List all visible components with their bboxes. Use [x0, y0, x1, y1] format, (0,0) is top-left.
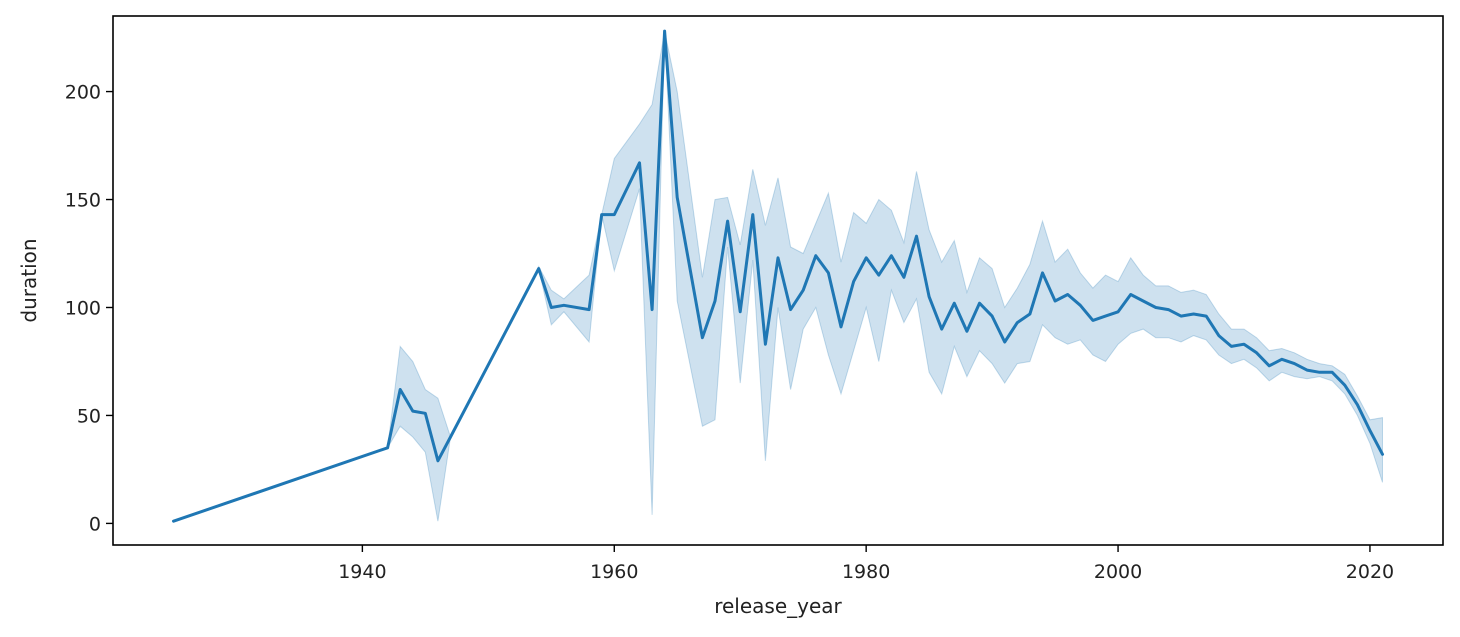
y-axis-label: duration [17, 238, 41, 322]
y-tick-label: 200 [65, 82, 101, 104]
x-tick-label: 1960 [590, 561, 638, 583]
x-tick-label: 1940 [338, 561, 386, 583]
series-line [172, 29, 1384, 523]
plot-frame [112, 15, 1444, 546]
y-tick-label: 50 [77, 405, 101, 427]
x-axis-ticks: 1940 1960 1980 2000 2020 [338, 545, 1394, 583]
x-tick-label: 2020 [1346, 561, 1394, 583]
confidence-band [173, 30, 1383, 522]
x-axis-label: release_year [714, 594, 842, 618]
x-tick-label: 1980 [842, 561, 890, 583]
x-tick-label: 2000 [1094, 561, 1142, 583]
y-tick-label: 100 [65, 297, 101, 319]
y-tick-label: 0 [89, 513, 101, 535]
confidence-band-layer [173, 30, 1383, 522]
series-line-layer [172, 29, 1384, 523]
y-tick-label: 150 [65, 190, 101, 212]
y-axis-ticks: 0 50 100 150 200 [65, 82, 113, 535]
